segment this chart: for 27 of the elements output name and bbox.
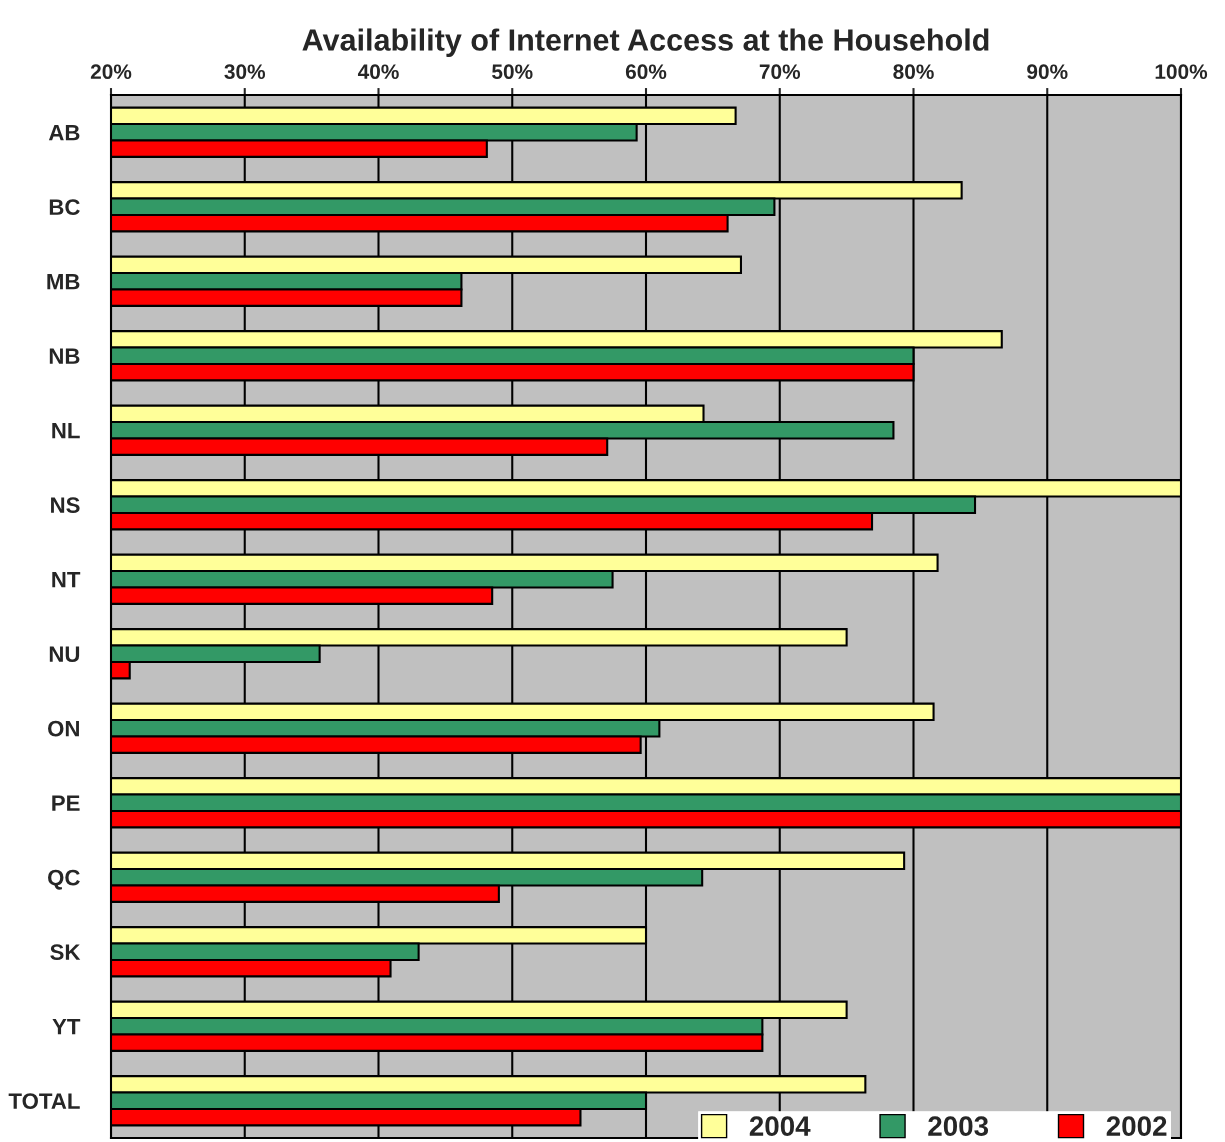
x-tick-label: 90% (1027, 64, 1068, 80)
x-tick-label: 80% (893, 64, 934, 80)
x-tick-label: 60% (625, 64, 667, 80)
y-tick-label: BC (49, 199, 80, 216)
y-tick-label: NS (51, 497, 80, 514)
y-tick-label: NL (52, 423, 80, 439)
y-tick-label: MB (47, 274, 80, 290)
legend-label: 2004 (749, 1116, 811, 1136)
y-tick-label: PE (52, 795, 80, 811)
chart-title: Availability of Internet Access at the Household (302, 28, 989, 57)
x-tick-label: 50% (492, 64, 533, 80)
y-tick-label: AB (48, 125, 80, 141)
x-tick-label: 30% (224, 64, 266, 80)
y-tick-label: QC (48, 869, 80, 890)
y-tick-label: NB (49, 348, 80, 364)
x-tick-label: 70% (759, 64, 801, 80)
y-tick-label: YT (52, 1019, 81, 1035)
y-tick-label: NT (52, 572, 81, 588)
x-tick-label: 20% (90, 64, 132, 80)
x-tick-label: 40% (357, 64, 399, 80)
legend-label: 2002 (1106, 1116, 1167, 1136)
x-tick-label: 100% (1155, 64, 1208, 80)
y-tick-label: ON (48, 720, 79, 737)
legend-label: 2003 (928, 1116, 989, 1137)
y-tick-label: NU (49, 646, 80, 663)
y-tick-label: SK (50, 944, 81, 961)
y-tick-label: TOTAL (8, 1093, 80, 1110)
